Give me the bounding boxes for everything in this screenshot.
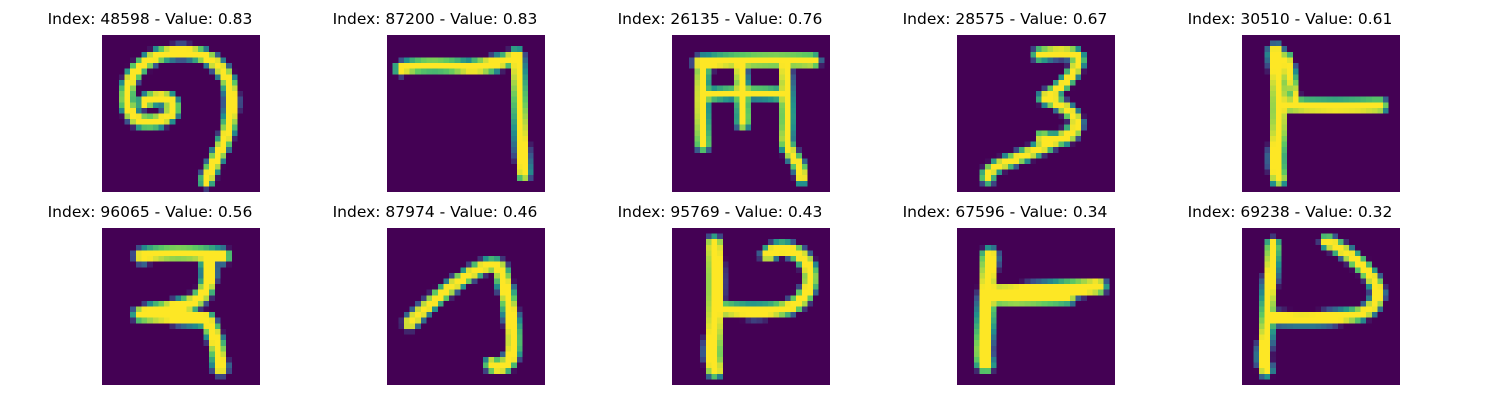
digit-image xyxy=(387,35,545,192)
digit-image xyxy=(102,35,260,192)
image-panel: Index: 30510 - Value: 0.61 xyxy=(1140,0,1440,195)
image-panel: Index: 87200 - Value: 0.83 xyxy=(285,0,585,195)
digit-image xyxy=(102,228,260,385)
panel-title: Index: 67596 - Value: 0.34 xyxy=(902,203,1108,221)
panel-title: Index: 96065 - Value: 0.56 xyxy=(47,203,253,221)
image-panel: Index: 87974 - Value: 0.46 xyxy=(285,193,585,388)
image-panel: Index: 28575 - Value: 0.67 xyxy=(855,0,1155,195)
panel-title: Index: 30510 - Value: 0.61 xyxy=(1187,10,1393,28)
digit-image xyxy=(1242,35,1400,192)
digit-image xyxy=(957,228,1115,385)
digit-image xyxy=(672,228,830,385)
panel-title: Index: 69238 - Value: 0.32 xyxy=(1187,203,1393,221)
panel-title: Index: 87974 - Value: 0.46 xyxy=(332,203,538,221)
digit-image xyxy=(672,35,830,192)
digit-image xyxy=(957,35,1115,192)
digit-image xyxy=(1242,228,1400,385)
image-panel: Index: 67596 - Value: 0.34 xyxy=(855,193,1155,388)
panel-title: Index: 28575 - Value: 0.67 xyxy=(902,10,1108,28)
image-panel: Index: 48598 - Value: 0.83 xyxy=(0,0,300,195)
panel-title: Index: 87200 - Value: 0.83 xyxy=(332,10,538,28)
image-panel: Index: 69238 - Value: 0.32 xyxy=(1140,193,1440,388)
digit-image xyxy=(387,228,545,385)
panel-title: Index: 26135 - Value: 0.76 xyxy=(617,10,823,28)
image-panel: Index: 96065 - Value: 0.56 xyxy=(0,193,300,388)
image-panel: Index: 95769 - Value: 0.43 xyxy=(570,193,870,388)
panel-title: Index: 48598 - Value: 0.83 xyxy=(47,10,253,28)
panel-title: Index: 95769 - Value: 0.43 xyxy=(617,203,823,221)
image-panel: Index: 26135 - Value: 0.76 xyxy=(570,0,870,195)
